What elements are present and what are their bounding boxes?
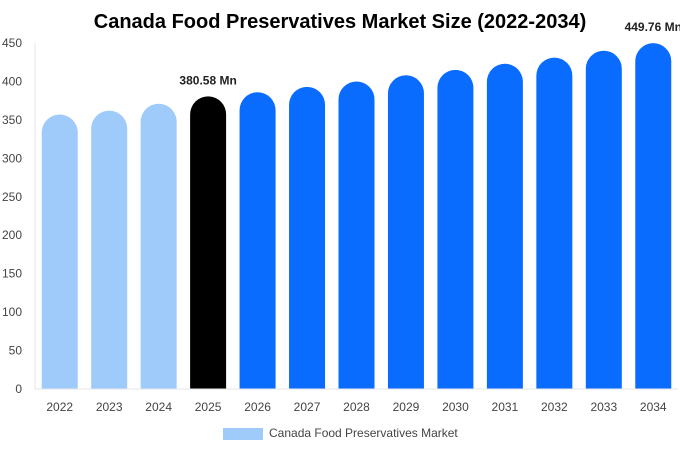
x-tick-label: 2034 (640, 400, 667, 414)
bar (635, 43, 672, 389)
x-tick-label: 2023 (96, 400, 123, 414)
x-tick-label: 2029 (393, 400, 420, 414)
x-tick-label: 2030 (442, 400, 469, 414)
y-axis: 0 50 100 150 200 250 300 350 400 450 (2, 36, 36, 396)
bar (387, 75, 424, 389)
y-tick-label: 350 (2, 113, 22, 127)
bar (437, 69, 474, 390)
data-labels-group: 380.58 Mn 449.76 Mn (179, 20, 680, 87)
chart-title: Canada Food Preservatives Market Size (2… (94, 11, 586, 33)
legend: Canada Food Preservatives Market (223, 426, 458, 440)
legend-swatch (223, 428, 263, 440)
y-tick-label: 100 (2, 305, 22, 319)
x-tick-label: 2032 (541, 400, 568, 414)
y-tick-label: 0 (15, 382, 22, 396)
bar (140, 103, 177, 390)
data-label: 449.76 Mn (625, 20, 680, 34)
bar (289, 86, 326, 390)
x-tick-label: 2033 (590, 400, 617, 414)
data-label: 380.58 Mn (179, 73, 236, 87)
bar (91, 110, 128, 389)
legend-label: Canada Food Preservatives Market (269, 426, 458, 440)
bar (239, 92, 276, 389)
x-tick-label: 2027 (294, 400, 321, 414)
y-tick-label: 400 (2, 74, 22, 88)
bar (338, 81, 375, 389)
x-tick-label: 2031 (492, 400, 519, 414)
bars-group (41, 43, 672, 390)
y-tick-label: 450 (2, 36, 22, 50)
x-tick-label: 2025 (195, 400, 222, 414)
bar (585, 50, 622, 389)
x-tick-label: 2028 (343, 400, 370, 414)
y-tick-label: 300 (2, 151, 22, 165)
bar (486, 63, 523, 390)
x-tick-label: 2026 (244, 400, 271, 414)
x-tick-label: 2022 (46, 400, 73, 414)
y-tick-label: 250 (2, 190, 22, 204)
bar (536, 57, 573, 389)
x-axis: 2022 2023 2024 2025 2026 2027 2028 2029 2030 2031… (35, 388, 678, 414)
y-tick-label: 200 (2, 228, 22, 242)
bar (190, 96, 227, 389)
bar (41, 114, 78, 390)
y-tick-label: 50 (9, 344, 23, 358)
y-tick-label: 150 (2, 267, 22, 281)
x-tick-label: 2024 (145, 400, 172, 414)
